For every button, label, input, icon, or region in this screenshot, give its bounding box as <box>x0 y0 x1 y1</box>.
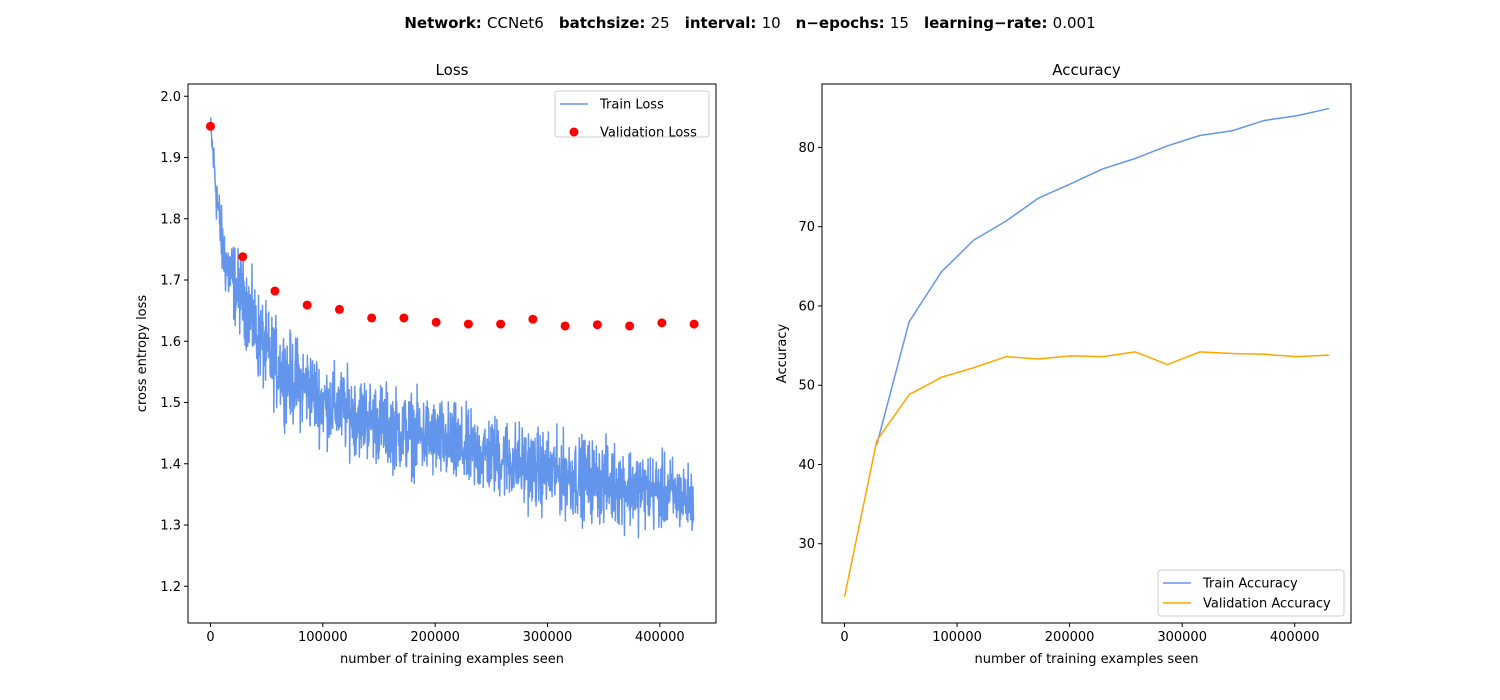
x-tick-label: 0 <box>840 630 848 645</box>
legend-label: Validation Loss <box>600 126 697 141</box>
x-tick-label: 400000 <box>1270 630 1320 645</box>
figure-suptitle: Network: CCNet6 batchsize: 25 interval: … <box>404 14 1095 32</box>
data-point <box>496 319 506 329</box>
data-point <box>528 314 538 324</box>
y-tick-label: 60 <box>798 299 815 314</box>
data-point <box>625 321 635 331</box>
axes-frame <box>187 83 717 624</box>
suptitle-key: interval: <box>670 14 762 32</box>
data-point <box>689 319 699 329</box>
x-tick-label: 100000 <box>298 630 348 645</box>
suptitle-value: CCNet6 <box>487 14 544 32</box>
y-tick-label: 1.9 <box>160 151 181 166</box>
accuracy-plot: Accuracy 0 100000 200000 300000 400000 30 40 50 6… <box>775 61 1352 667</box>
legend-marker <box>569 127 579 137</box>
y-axis-label: cross entropy loss <box>135 295 150 413</box>
suptitle-key: n−epochs: <box>781 14 890 32</box>
x-tick-label: 300000 <box>523 630 573 645</box>
legend: Train Loss Validation Loss <box>554 90 710 141</box>
data-point <box>463 319 473 329</box>
chart-title: Accuracy <box>1052 61 1121 79</box>
axes-frame <box>821 83 1352 624</box>
series-line <box>843 351 1330 597</box>
data-point <box>399 313 409 323</box>
data-point <box>431 317 441 327</box>
data-point <box>238 252 248 262</box>
y-tick-label: 1.6 <box>160 335 181 350</box>
legend-frame <box>1157 569 1345 617</box>
data-point <box>367 313 377 323</box>
suptitle-value: 0.001 <box>1053 14 1096 32</box>
legend: Train Accuracy Validation Accuracy <box>1157 569 1345 617</box>
x-tick-label: 400000 <box>635 630 685 645</box>
legend-label: Train Loss <box>599 98 664 113</box>
y-tick-label: 80 <box>798 141 815 156</box>
y-tick-label: 1.2 <box>160 580 181 595</box>
x-tick-label: 0 <box>206 630 214 645</box>
data-point <box>334 304 344 314</box>
y-axis-label: Accuracy <box>775 324 790 384</box>
y-tick-label: 1.4 <box>160 457 181 472</box>
suptitle-key: Network: <box>404 14 487 32</box>
suptitle-key: learning−rate: <box>909 14 1053 32</box>
y-tick-label: 1.5 <box>160 396 181 411</box>
y-tick-label: 50 <box>798 379 815 394</box>
legend-frame <box>554 90 710 138</box>
x-axis-label: number of training examples seen <box>340 652 564 667</box>
chart-title: Loss <box>436 61 469 79</box>
suptitle-value: 15 <box>890 14 909 32</box>
series-line <box>876 107 1330 445</box>
suptitle-value: 25 <box>651 14 670 32</box>
x-tick-label: 300000 <box>1157 630 1207 645</box>
y-tick-label: 1.3 <box>160 519 181 534</box>
loss-plot: Loss 0 100000 200000 300000 400000 1.2 1.3 1.4 1.… <box>135 61 717 667</box>
x-tick-label: 200000 <box>410 630 460 645</box>
legend-label: Validation Accuracy <box>1203 597 1331 612</box>
x-axis-label: number of training examples seen <box>975 652 1199 667</box>
data-point <box>560 321 570 331</box>
legend-label: Train Accuracy <box>1202 577 1298 592</box>
y-tick-label: 1.7 <box>160 274 181 289</box>
data-point <box>302 300 312 310</box>
y-tick-label: 1.8 <box>160 212 181 227</box>
x-tick-label: 200000 <box>1045 630 1095 645</box>
x-tick-label: 100000 <box>932 630 982 645</box>
suptitle-key: batchsize: <box>544 14 651 32</box>
data-point <box>657 318 667 328</box>
suptitle-value: 10 <box>762 14 781 32</box>
y-tick-label: 40 <box>798 458 815 473</box>
data-point <box>205 121 215 131</box>
y-tick-label: 30 <box>798 537 815 552</box>
data-point <box>592 320 602 330</box>
y-tick-label: 2.0 <box>160 90 181 105</box>
series-line <box>209 117 695 539</box>
y-tick-label: 70 <box>798 220 815 235</box>
data-point <box>270 286 280 296</box>
